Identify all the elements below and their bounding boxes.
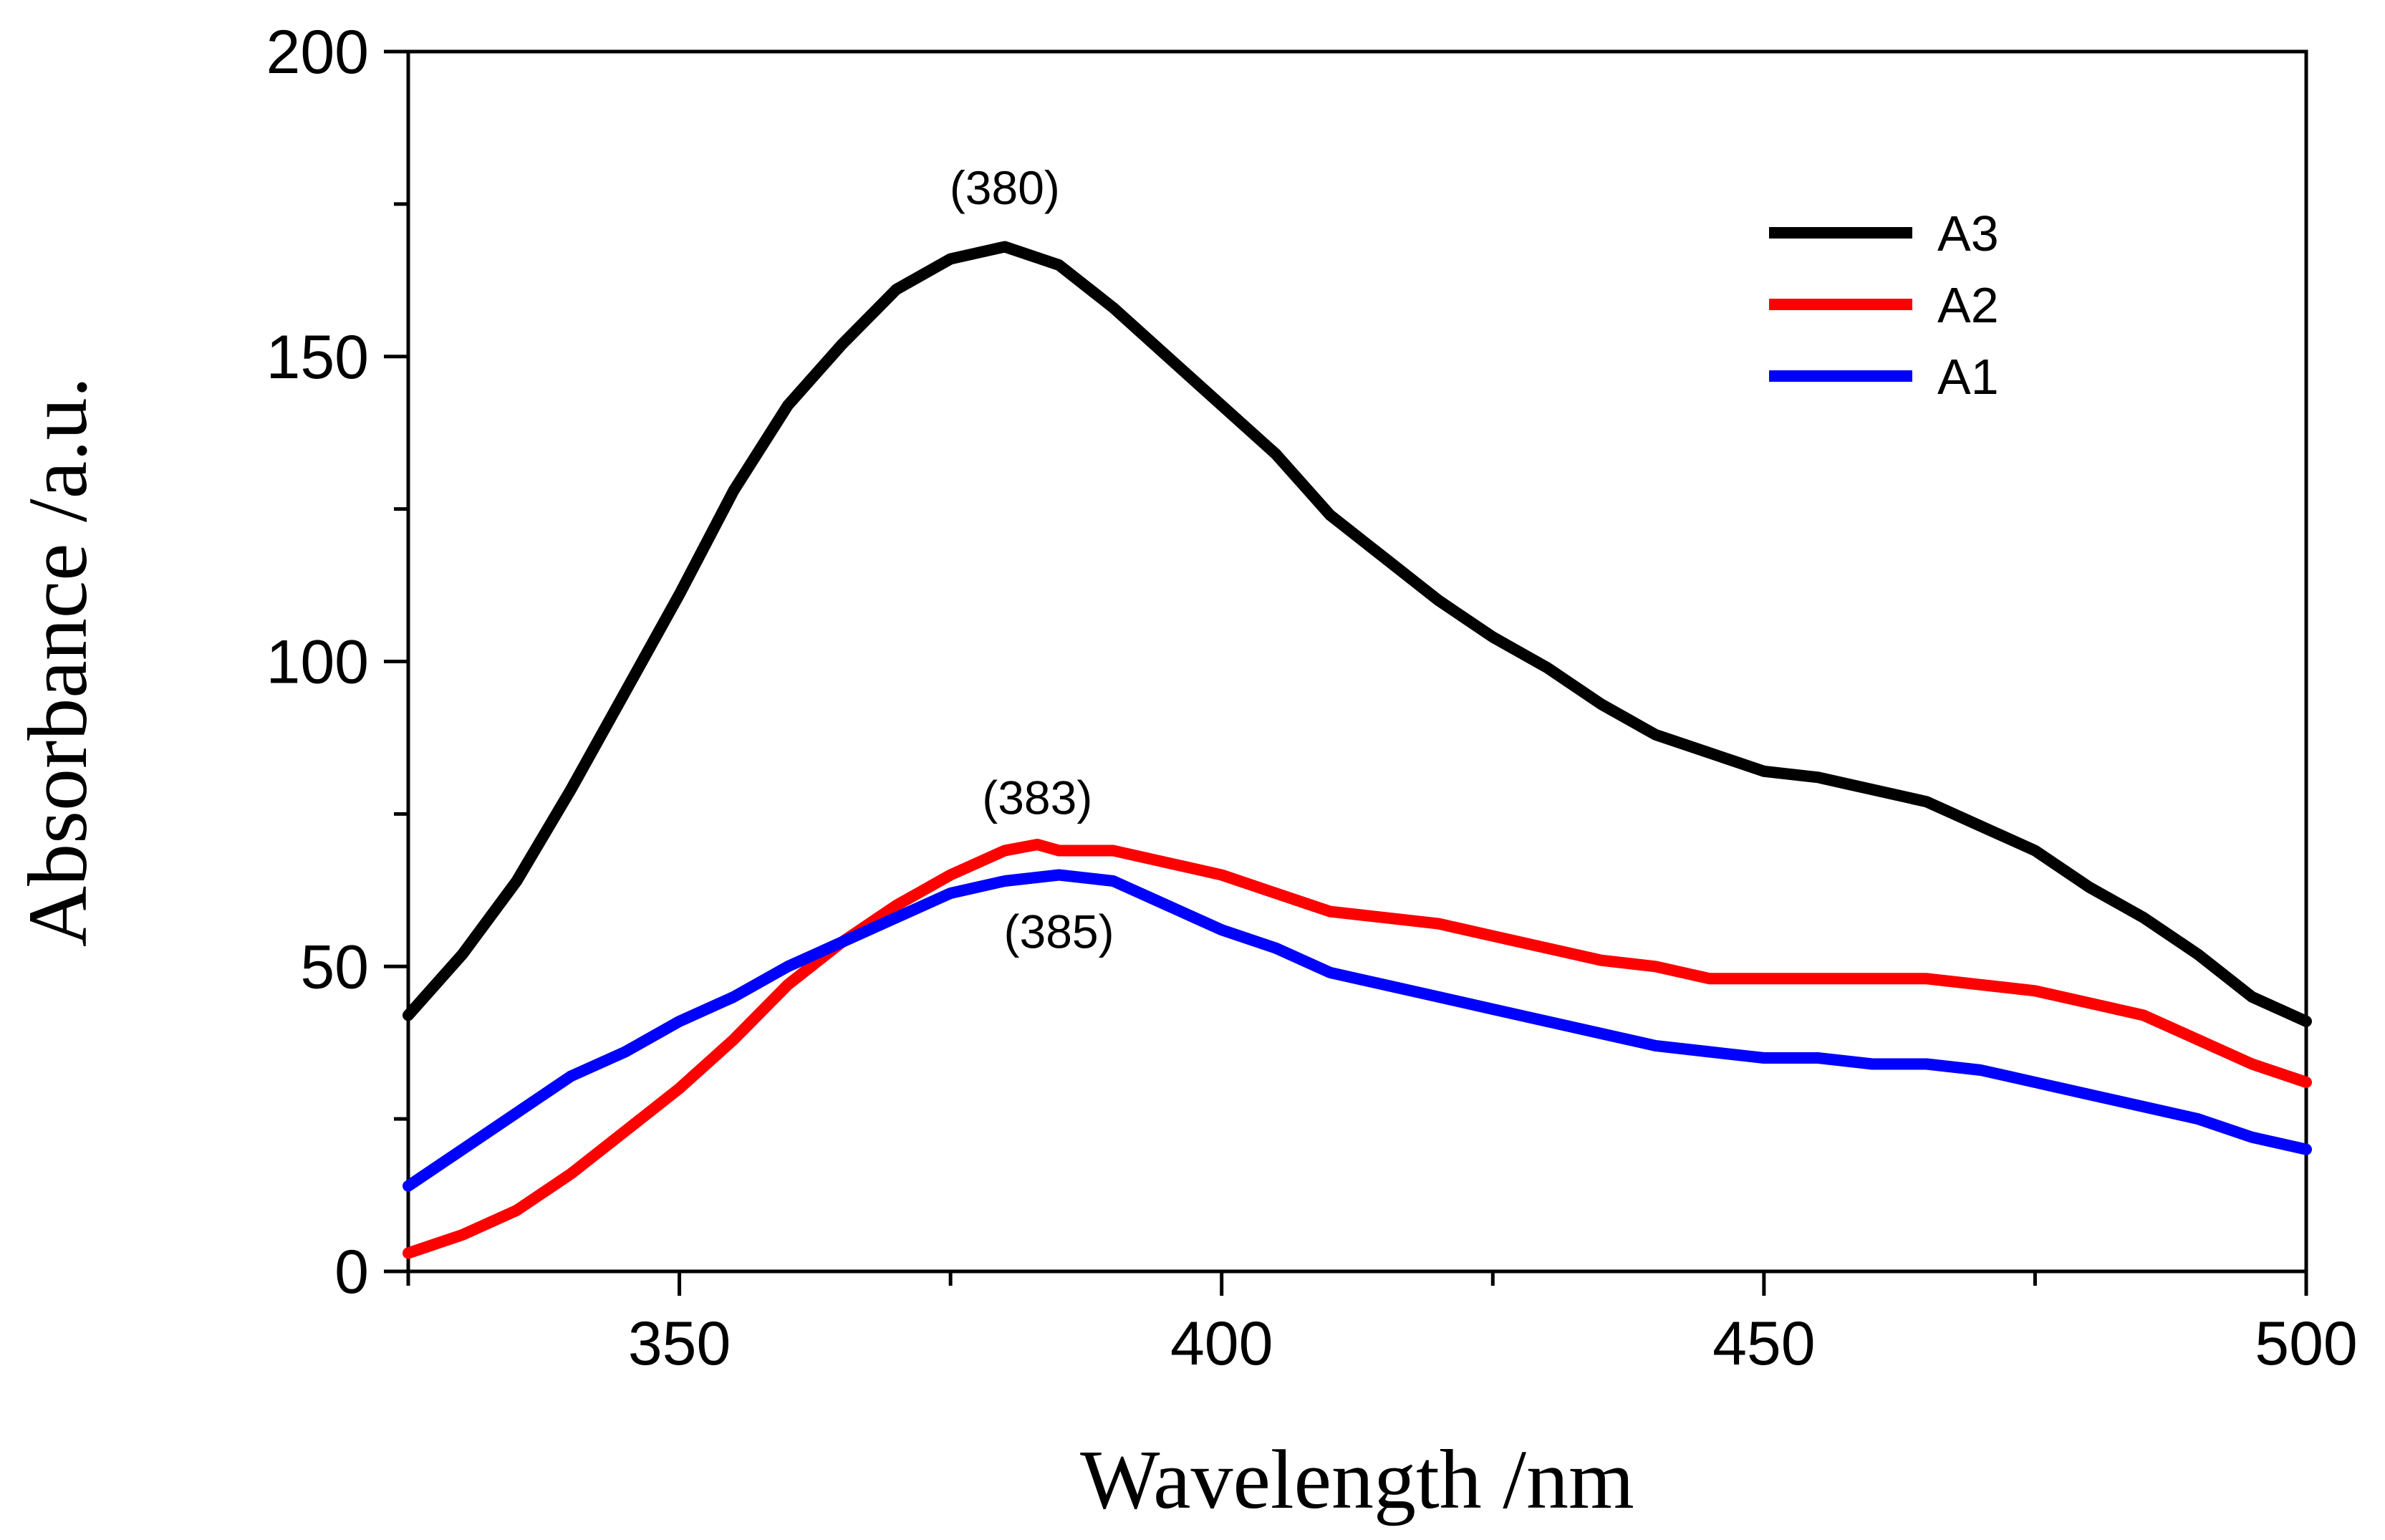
series-layer: [403, 241, 2312, 1259]
y-tick-label: 150: [266, 323, 370, 392]
legend: A3 A2 A1: [1769, 206, 1999, 405]
series-line-a3: [403, 241, 2312, 1027]
legend-label-a1: A1: [1937, 349, 1999, 405]
peak-annotation: (385): [1004, 905, 1114, 958]
x-tick-label: 400: [1170, 1309, 1273, 1378]
x-tick-label: 450: [1712, 1309, 1816, 1378]
y-tick-label: 200: [266, 18, 370, 87]
x-axis-title: Wavelength /nm: [1080, 1433, 1634, 1526]
peak-annotation: (383): [982, 771, 1092, 824]
y-axis-ticks: 0 50 100 150 200: [266, 18, 408, 1306]
y-tick-label: 100: [266, 628, 370, 697]
plot-frame: [406, 49, 2308, 1274]
y-tick-label: 50: [300, 933, 369, 1001]
series-line-a2: [403, 839, 2312, 1259]
x-tick-label: 500: [2255, 1309, 2358, 1378]
peak-annotation: (380): [950, 161, 1060, 214]
series-line-a1: [403, 869, 2312, 1192]
legend-label-a3: A3: [1937, 206, 1999, 261]
x-tick-label: 350: [628, 1309, 731, 1378]
legend-label-a2: A2: [1937, 277, 1999, 333]
y-axis-title: Absorbance /a.u.: [11, 377, 105, 947]
y-tick-label: 0: [334, 1238, 369, 1306]
x-axis-ticks: 350 400 450 500: [406, 1271, 2358, 1378]
annotation-layer: (380) (383) (385): [950, 161, 1114, 958]
plot-area-border: [406, 49, 2308, 1274]
